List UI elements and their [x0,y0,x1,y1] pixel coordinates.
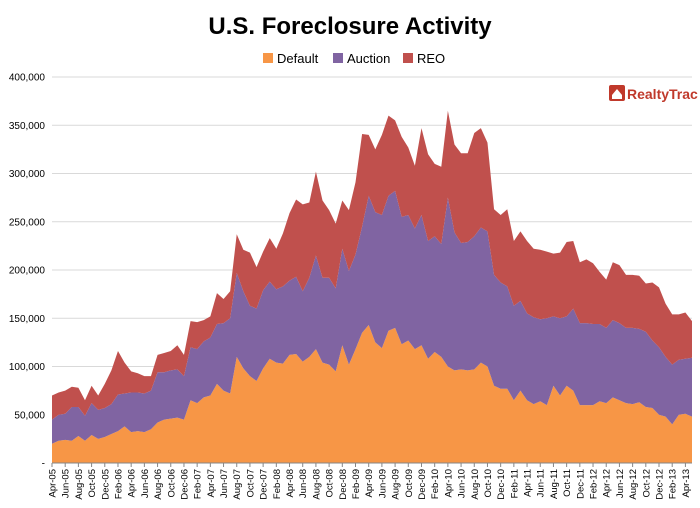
legend: Default Auction REO [263,51,445,66]
y-tick-label: 150,000 [9,314,46,325]
legend-swatch-default [263,53,273,63]
x-tick-label: Oct-05 [87,469,98,498]
x-tick-label: Jun-09 [377,469,388,498]
x-tick-label: Feb-13 [668,469,679,499]
x-tick-label: Jun-12 [615,469,626,498]
y-axis-ticks: - 50,000 100,000 150,000 200,000 250,000 300,0… [9,73,46,470]
x-tick-label: Oct-11 [562,469,573,497]
logo-house-shape [612,89,622,99]
series-area-reo [52,110,692,420]
x-axis-ticks: Apr-05 Jun-05 Aug-05 Oct-05 Dec-05 Feb-06 Apr-… [48,463,692,500]
x-tick-label: Feb-08 [272,469,283,499]
x-tick-label: Apr-09 [364,469,375,498]
x-tick-label: Apr-08 [285,469,296,498]
x-tick-label: Jun-07 [219,469,230,498]
x-tick-label: Aug-09 [391,469,402,500]
x-tick-label: Apr-10 [443,469,454,498]
x-tick-label: Jun-08 [298,469,309,498]
x-tick-label: Oct-09 [404,469,415,498]
x-tick-label: Aug-10 [470,469,481,500]
x-tick-label: Aug-12 [628,469,639,500]
x-tick-label: Apr-13 [681,469,692,498]
x-tick-label: Aug-05 [74,469,85,500]
chart-title: U.S. Foreclosure Activity [208,13,492,40]
legend-label-default: Default [277,51,319,66]
realtytrac-logo: RealtyTrac [609,85,698,102]
y-tick-label: 100,000 [9,362,46,373]
y-tick-label: - [42,459,45,470]
x-tick-label: Oct-10 [483,469,494,498]
series-area-auction [52,190,692,444]
x-tick-label: Oct-06 [166,469,177,498]
y-tick-label: 200,000 [9,266,46,277]
x-tick-label: Dec-10 [496,469,507,500]
x-tick-label: Apr-12 [602,469,613,498]
logo-text: RealtyTrac [627,86,698,102]
x-tick-label: Dec-12 [655,469,666,500]
legend-swatch-reo [403,53,413,63]
y-tick-label: 300,000 [9,169,46,180]
x-tick-label: Oct-08 [325,469,336,498]
x-tick-label: Jun-10 [457,469,468,498]
y-tick-label: 400,000 [9,73,46,84]
x-tick-label: Jun-11 [536,469,547,497]
legend-label-auction: Auction [347,51,390,66]
x-tick-label: Feb-06 [113,469,124,499]
x-tick-label: Feb-12 [589,469,600,499]
x-tick-label: Dec-05 [100,469,111,500]
x-tick-label: Dec-06 [179,469,190,500]
y-tick-label: 350,000 [9,121,46,132]
x-tick-label: Apr-07 [206,469,217,498]
x-tick-label: Feb-10 [430,469,441,499]
x-tick-label: Dec-08 [338,469,349,500]
legend-swatch-auction [333,53,343,63]
x-tick-label: Jun-06 [140,469,151,498]
x-tick-label: Feb-07 [193,469,204,499]
legend-label-reo: REO [417,51,445,66]
x-tick-label: Oct-12 [641,469,652,498]
x-tick-label: Feb-11 [509,469,520,498]
y-tick-label: 250,000 [9,217,46,228]
x-tick-label: Apr-06 [127,469,138,498]
y-tick-label: 50,000 [14,410,45,421]
x-tick-label: Dec-11 [575,469,586,499]
x-tick-label: Dec-07 [259,469,270,500]
x-tick-label: Aug-11 [549,469,560,499]
x-tick-label: Aug-08 [311,469,322,500]
stacked-areas [52,110,692,463]
x-tick-label: Dec-09 [417,469,428,500]
x-tick-label: Apr-05 [48,469,59,498]
x-tick-label: Jun-05 [61,469,72,498]
x-tick-label: Apr-11 [523,469,534,497]
x-tick-label: Oct-07 [245,469,256,498]
x-tick-label: Aug-07 [232,469,243,500]
x-tick-label: Aug-06 [153,469,164,500]
series-area-default [52,325,692,463]
x-tick-label: Feb-09 [351,469,362,499]
